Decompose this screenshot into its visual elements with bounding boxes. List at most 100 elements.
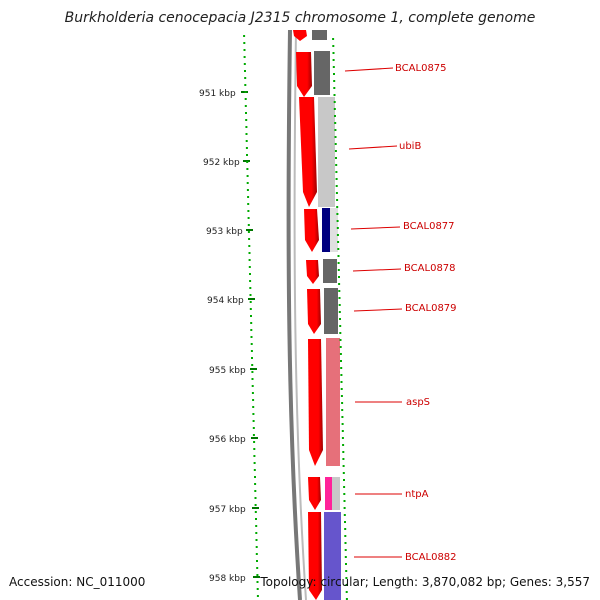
gene-label-bcal0882[interactable]: BCAL0882 [405,552,457,563]
ruler-tick-label: 955 kbp [209,366,246,376]
minor-tick-dot [243,42,246,44]
minor-tick-dot [336,234,339,236]
minor-tick-dot [332,38,335,40]
minor-tick-dot [345,598,348,600]
minor-tick-dot [340,388,343,390]
minor-tick-dot [341,423,344,425]
minor-tick-dot [254,476,256,478]
ruler-tick-label: 958 kbp [209,574,246,584]
minor-tick-dot [345,570,348,572]
minor-tick-dot [253,462,256,464]
minor-tick-dot [345,563,347,565]
minor-tick-dot [334,122,337,124]
minor-tick-dot [338,297,341,299]
minor-tick-dot [345,584,348,586]
gene-label-ntpa[interactable]: ntpA [405,489,429,500]
minor-tick-dot [256,567,259,569]
minor-tick-dot [253,455,256,457]
label-line [350,226,401,230]
ruler-minor-ticks-right [332,38,348,600]
gene-label-bcal0879[interactable]: BCAL0879 [405,303,457,314]
gene-label-asps[interactable]: aspS [406,397,430,408]
forward-arrow [308,512,322,600]
minor-tick-dot [339,332,342,334]
ruler-tick-label: 951 kbp [199,89,236,99]
minor-tick-dot [343,507,346,509]
minor-tick-dot [341,437,344,439]
minor-tick-dot [342,444,345,446]
feature-box-secondary [332,477,340,510]
minor-tick-dot [253,441,256,443]
gene-label-bcal0875[interactable]: BCAL0875 [395,63,447,74]
label-line [353,308,403,312]
minor-tick-dot [249,301,252,303]
minor-tick-dot [341,416,344,418]
minor-tick-dot [254,483,257,485]
minor-tick-dot [245,133,248,135]
minor-tick-dot [252,406,255,408]
minor-tick-dot [245,147,248,149]
gene-label-ubib[interactable]: ubiB [399,141,421,152]
minor-tick-dot [256,588,259,590]
minor-tick-dot [245,119,248,121]
ruler-tick-label: 952 kbp [203,158,240,168]
minor-tick-dot [256,560,258,562]
label-line [352,268,402,272]
minor-tick-dot [335,157,337,159]
minor-tick-dot [249,294,252,296]
ruler-tick [250,368,257,370]
minor-tick-dot [341,402,344,404]
gene-feature-top[interactable] [293,30,327,41]
minor-tick-dot [342,458,345,460]
minor-tick-dot [338,311,341,313]
minor-tick-dot [335,192,338,194]
minor-tick-dot [340,381,343,383]
minor-tick-dot [339,346,342,348]
minor-tick-dot [333,87,336,89]
ruler-tick [251,437,258,439]
gene-feature-bcal0878[interactable]: BCAL0878 [306,259,456,284]
minor-tick-dot [340,367,343,369]
gene-feature-ubib[interactable]: ubiB [299,97,421,207]
ruler-tick-label: 953 kbp [206,227,243,237]
minor-tick-dot [244,91,247,93]
minor-tick-dot [246,161,249,163]
minor-tick-dot [337,241,340,243]
forward-arrow [304,209,319,252]
feature-box [322,208,330,252]
minor-tick-dot [341,430,344,432]
minor-tick-dot [256,574,259,576]
minor-tick-dot [335,171,338,173]
minor-tick-dot [247,196,250,198]
label-line [344,67,394,72]
minor-tick-dot [334,136,337,138]
gene-feature-bcal0875[interactable]: BCAL0875 [296,51,447,97]
forward-arrow [308,339,323,466]
minor-tick-dot [338,283,341,285]
minor-tick-dot [255,553,258,555]
minor-tick-dot [249,287,252,289]
minor-tick-dot [247,217,250,219]
minor-tick-dot [252,420,255,422]
gene-feature-asps[interactable]: aspS [308,338,430,466]
minor-tick-dot [252,427,255,429]
minor-tick-dot [249,273,251,275]
gene-feature-bcal0879[interactable]: BCAL0879 [307,288,457,334]
minor-tick-dot [250,336,253,338]
ruler-tick [253,576,260,578]
feature-box [312,30,327,40]
gene-label-bcal0877[interactable]: BCAL0877 [403,221,455,232]
map-title: Burkholderia cenocepacia J2315 chromosom… [64,10,536,26]
gene-feature-bcal0877[interactable]: BCAL0877 [304,208,455,252]
gene-feature-bcal0882[interactable]: BCAL0882 [308,512,457,600]
ruler-tick [248,298,255,300]
ruler-tick-label: 954 kbp [207,296,244,306]
minor-tick-dot [337,248,340,250]
minor-tick-dot [335,185,338,187]
minor-tick-dot [338,290,341,292]
minor-tick-dot [243,35,246,37]
minor-tick-dot [244,105,247,107]
gene-label-bcal0878[interactable]: BCAL0878 [404,263,456,274]
genome-stats: Topology: circular; Length: 3,870,082 bp… [260,575,590,589]
gene-feature-ntpa[interactable]: ntpA [308,477,429,510]
